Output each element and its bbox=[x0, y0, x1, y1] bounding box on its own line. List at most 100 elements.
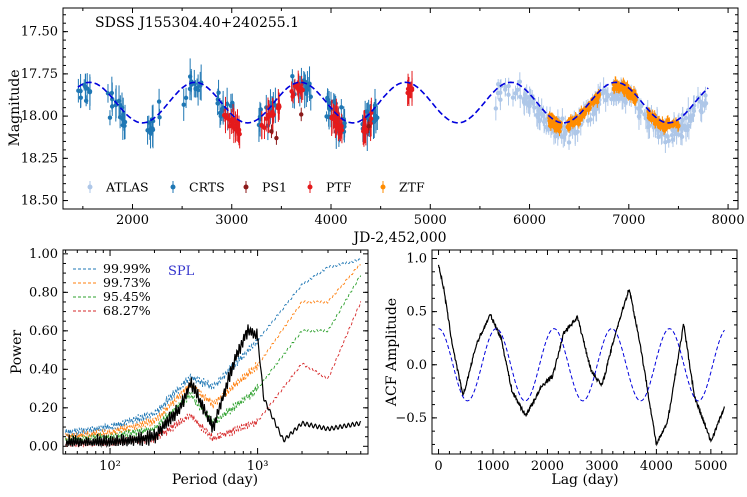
legend-label: 99.99% bbox=[103, 261, 151, 276]
atlas-point bbox=[513, 91, 518, 96]
ptf-point bbox=[259, 122, 264, 128]
atlas-point bbox=[665, 134, 670, 139]
power-spectrum-ticks: 10² 10³ 0.00 0.20 0.40 0.60 0.80 1.00 bbox=[29, 247, 368, 474]
x-tick-label: 10³ bbox=[247, 459, 269, 474]
ztf-point bbox=[675, 122, 680, 128]
crts-point bbox=[83, 98, 89, 103]
power-spectrum-lines bbox=[65, 258, 362, 449]
light-curve-points bbox=[76, 58, 709, 153]
y-tick-label: 0.40 bbox=[29, 362, 58, 377]
crts-point bbox=[87, 89, 93, 94]
ps1-point bbox=[274, 135, 279, 141]
crts-point bbox=[228, 103, 234, 108]
ztf-point bbox=[593, 98, 598, 103]
crts-point bbox=[258, 107, 263, 112]
ztf-point bbox=[661, 126, 667, 132]
ps1-point bbox=[299, 112, 304, 117]
atlas-point bbox=[611, 94, 616, 100]
legend-marker bbox=[307, 184, 313, 190]
x-tick-label: 3000 bbox=[215, 213, 248, 228]
ztf-point bbox=[628, 91, 634, 96]
x-tick-label: 10² bbox=[99, 459, 121, 474]
atlas-point bbox=[683, 115, 689, 121]
crts-point bbox=[216, 90, 221, 95]
atlas-point bbox=[498, 97, 503, 102]
x-tick-label: 2000 bbox=[116, 213, 149, 228]
crts-point bbox=[331, 99, 336, 104]
light-curve-ticks: 2000 3000 4000 5000 6000 7000 8000 17.50 17.75 18… bbox=[21, 8, 745, 228]
ptf-point bbox=[368, 116, 374, 121]
x-tick-label: 6000 bbox=[513, 213, 546, 228]
x-tick-label: 4000 bbox=[640, 459, 673, 474]
ptf-point bbox=[409, 86, 415, 91]
x-tick-label: 4000 bbox=[314, 213, 347, 228]
atlas-point bbox=[656, 134, 661, 140]
ptf-point bbox=[289, 89, 294, 94]
atlas-point bbox=[591, 106, 596, 111]
atlas-point bbox=[532, 105, 537, 110]
acf-xlabel: Lag (day) bbox=[551, 472, 618, 488]
ptf-point bbox=[290, 94, 295, 99]
ptf-point bbox=[333, 124, 339, 129]
atlas-point bbox=[536, 108, 541, 113]
y-tick-label: −0.5 bbox=[395, 411, 427, 426]
power-spectrum-xlabel: Period (day) bbox=[172, 472, 258, 488]
atlas-point bbox=[691, 108, 697, 114]
crts-point bbox=[183, 95, 189, 101]
atlas-point bbox=[686, 123, 692, 129]
y-tick-label: 1.00 bbox=[29, 247, 58, 262]
atlas-point bbox=[526, 102, 531, 108]
y-tick-label: 0.80 bbox=[29, 285, 58, 300]
atlas-point bbox=[493, 106, 499, 111]
ztf-point bbox=[548, 121, 554, 126]
legend-label: 99.73% bbox=[103, 275, 151, 290]
threshold-line-99.99pct bbox=[65, 258, 362, 437]
power-spectrum-ylabel: Power bbox=[9, 330, 25, 375]
spl-annotation: SPL bbox=[168, 264, 195, 279]
ptf-point bbox=[405, 90, 410, 96]
legend-marker bbox=[380, 184, 386, 190]
y-tick-label: 17.75 bbox=[21, 67, 58, 82]
ztf-point bbox=[568, 117, 574, 122]
crts-point bbox=[290, 73, 295, 79]
acf-frame bbox=[431, 249, 738, 455]
ptf-point bbox=[233, 119, 239, 125]
x-tick-label: 7000 bbox=[612, 213, 645, 228]
atlas-point bbox=[688, 114, 693, 119]
y-tick-label: 0.60 bbox=[29, 324, 58, 339]
ztf-point bbox=[654, 120, 660, 125]
acf-line bbox=[437, 264, 725, 447]
crts-point bbox=[195, 87, 201, 93]
crts-point bbox=[181, 102, 186, 107]
power-spectrum-panel: 10² 10³ 0.00 0.20 0.40 0.60 0.80 1.00 99.99%99.… bbox=[9, 247, 369, 488]
legend-marker bbox=[87, 184, 93, 190]
y-tick-label: 18.25 bbox=[21, 151, 58, 166]
ztf-point bbox=[648, 112, 653, 117]
atlas-point bbox=[698, 99, 703, 104]
ptf-point bbox=[329, 115, 334, 121]
x-tick-label: 0 bbox=[434, 459, 442, 474]
acf-lines bbox=[437, 264, 725, 447]
ps1-point bbox=[269, 129, 274, 134]
crts-point bbox=[305, 87, 310, 92]
ptf-point bbox=[225, 116, 231, 121]
x-tick-label: 3000 bbox=[585, 459, 618, 474]
ztf-point bbox=[622, 86, 627, 92]
crts-point bbox=[76, 88, 81, 93]
legend-marker bbox=[243, 184, 249, 190]
x-tick-label: 1000 bbox=[476, 459, 509, 474]
light-curve-panel: 2000 3000 4000 5000 6000 7000 8000 17.50 17.75 18… bbox=[7, 7, 745, 246]
acf-panel: 0 1000 2000 3000 4000 5000 −0.5 0.0 0.5 1.0 Lag (… bbox=[384, 249, 738, 488]
crts-point bbox=[148, 126, 154, 131]
crts-point bbox=[375, 115, 380, 120]
atlas-point bbox=[573, 129, 578, 135]
atlas-point bbox=[642, 112, 647, 117]
atlas-point bbox=[515, 87, 520, 93]
light-curve-frame bbox=[62, 7, 739, 210]
x-tick-label: 8000 bbox=[712, 213, 745, 228]
crts-point bbox=[107, 115, 113, 120]
x-tick-label: 2000 bbox=[531, 459, 564, 474]
light-curve-title: SDSS J155304.40+240255.1 bbox=[95, 15, 299, 31]
crts-point bbox=[339, 105, 344, 110]
